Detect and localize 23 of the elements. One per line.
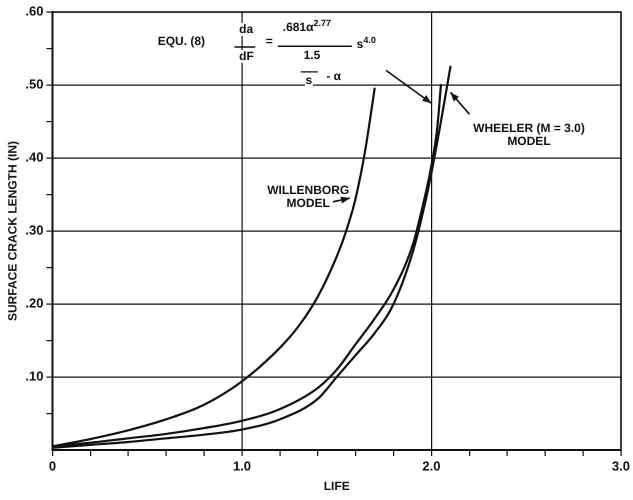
y-tick-label: .30 [25, 222, 44, 238]
annotation: - α [325, 69, 342, 84]
x-tick-label: 2.0 [422, 458, 441, 474]
y-axis-title: SURFACE CRACK LENGTH (IN) [6, 141, 20, 321]
y-tick-label: .50 [25, 76, 44, 92]
annotation: .681α$^{2.77}$ [282, 18, 332, 34]
x-tick-label: 0 [48, 458, 56, 474]
x-tick-label: 3.0 [612, 458, 630, 474]
annotation: da [238, 22, 254, 36]
y-tick-label: .60 [25, 4, 44, 19]
annotation: = [264, 34, 274, 49]
series-label: WILLENBORG MODEL [264, 182, 352, 210]
x-axis-title: LIFE [324, 479, 350, 494]
annotation: s$^{4.0}$ [356, 35, 377, 52]
y-tick-label: .10 [25, 368, 44, 384]
annotation: dF [238, 48, 255, 64]
y-tick-label: .20 [25, 296, 44, 311]
y-tick-label: .40 [25, 150, 44, 165]
annotation: EQU. (8) [156, 34, 206, 49]
text: WHEELER (M = 3.0) MODEL [458, 120, 600, 148]
annotation: 1.5 [302, 48, 322, 62]
annotation: s [304, 73, 314, 88]
x-tick-label: 1.0 [232, 458, 252, 474]
